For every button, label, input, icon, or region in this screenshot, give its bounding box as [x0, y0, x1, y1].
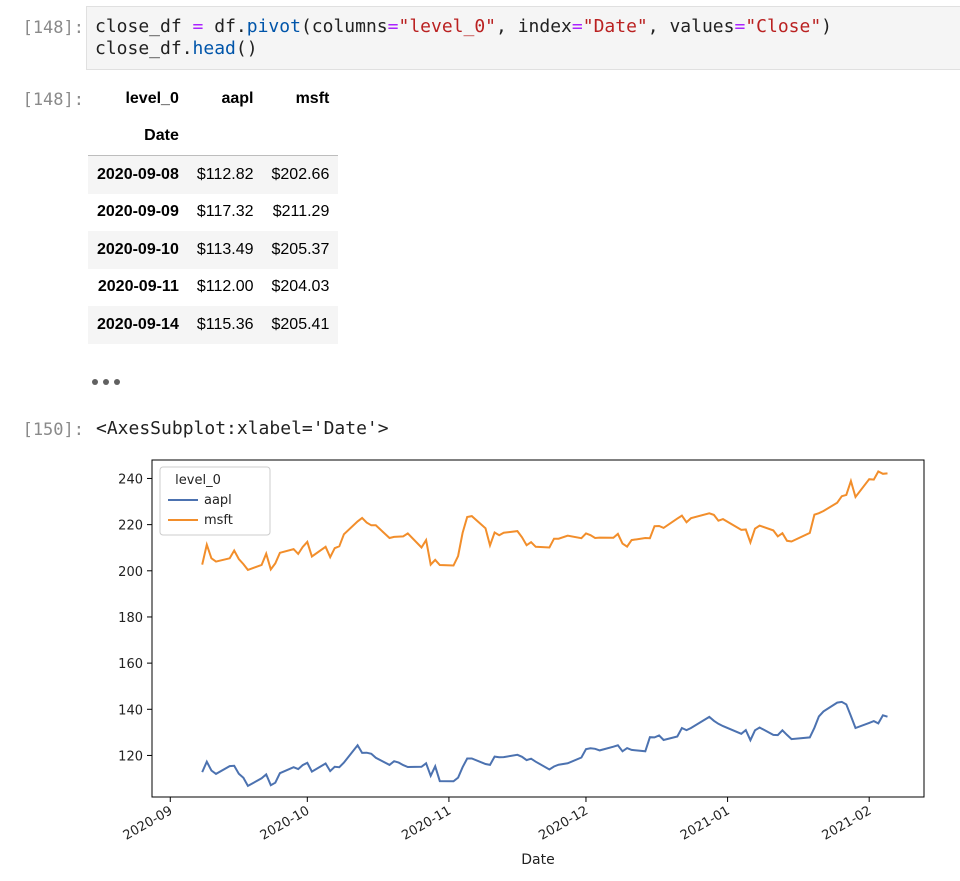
x-tick-label: 2021-01 — [678, 803, 733, 843]
x-tick-label: 2020-11 — [399, 803, 454, 843]
cell-msft: $211.29 — [272, 203, 330, 221]
collapsed-cell-ellipsis[interactable] — [92, 372, 125, 390]
line-chart: 120 140 160 180 200 220 240 2020-09 2020-10 2020-… — [118, 459, 925, 868]
x-tick-label: 2021-02 — [820, 803, 875, 843]
cell-aapl: $112.00 — [196, 278, 254, 296]
code-editor[interactable]: close_df = df.pivot(columns="level_0", i… — [95, 16, 833, 59]
legend: level_0 aapl msft — [159, 466, 271, 536]
columns-name-header: level_0 — [125, 89, 179, 107]
y-tick-label: 220 — [118, 519, 143, 534]
column-header-msft: msft — [295, 89, 330, 107]
cell-aapl: $117.32 — [196, 203, 254, 221]
table-row: 2020-09-14 $115.36 $205.41 — [88, 306, 339, 344]
row-index: 2020-09-11 — [97, 278, 179, 296]
x-axis-label: Date — [521, 852, 554, 868]
y-tick-label: 140 — [118, 703, 143, 718]
legend-label-msft: msft — [204, 513, 233, 528]
y-tick-label: 160 — [118, 657, 143, 672]
column-header-aapl: aapl — [221, 89, 254, 107]
x-tick-label: 2020-12 — [536, 803, 591, 843]
cell-aapl: $112.82 — [196, 165, 254, 183]
cell-aapl: $115.36 — [196, 315, 254, 333]
table-row: 2020-09-10 $113.49 $205.37 — [88, 231, 339, 269]
legend-title: level_0 — [175, 473, 221, 488]
x-tick-label: 2020-09 — [121, 803, 176, 843]
output-prompt: [148]: — [22, 90, 84, 110]
row-index: 2020-09-08 — [97, 165, 179, 183]
axes-repr-text: <AxesSubplot:xlabel='Date'> — [96, 418, 389, 439]
y-tick-label: 240 — [118, 472, 143, 487]
index-name-header: Date — [88, 117, 188, 156]
axes-frame — [151, 459, 925, 798]
table-row: 2020-09-11 $112.00 $204.03 — [88, 269, 338, 307]
cell-msft: $205.41 — [271, 315, 330, 333]
row-index: 2020-09-14 — [97, 315, 179, 333]
plot-output-prompt: [150]: — [22, 420, 84, 440]
legend-label-aapl: aapl — [204, 493, 232, 508]
input-prompt: [148]: — [22, 18, 84, 38]
series-line-aapl — [201, 700, 888, 788]
row-index: 2020-09-10 — [97, 240, 179, 258]
cell-msft: $202.66 — [271, 165, 330, 183]
cell-msft: $204.03 — [271, 278, 330, 296]
table-row: 2020-09-09 $117.32 $211.29 — [88, 194, 338, 232]
series-line-msft — [201, 470, 888, 572]
x-tick-label: 2020-10 — [258, 803, 313, 843]
row-index: 2020-09-09 — [97, 203, 179, 221]
y-tick-label: 120 — [118, 749, 143, 764]
cell-aapl: $113.49 — [196, 240, 254, 258]
y-tick-label: 200 — [118, 565, 143, 580]
y-tick-label: 180 — [118, 611, 143, 626]
table-row: 2020-09-08 $112.82 $202.66 — [88, 155, 339, 194]
code-cell-input[interactable]: close_df = df.pivot(columns="level_0", i… — [86, 6, 960, 70]
dataframe-table: level_0 aapl msft Date 2020-09-08 $112.8… — [88, 80, 339, 344]
cell-msft: $205.37 — [271, 240, 330, 258]
